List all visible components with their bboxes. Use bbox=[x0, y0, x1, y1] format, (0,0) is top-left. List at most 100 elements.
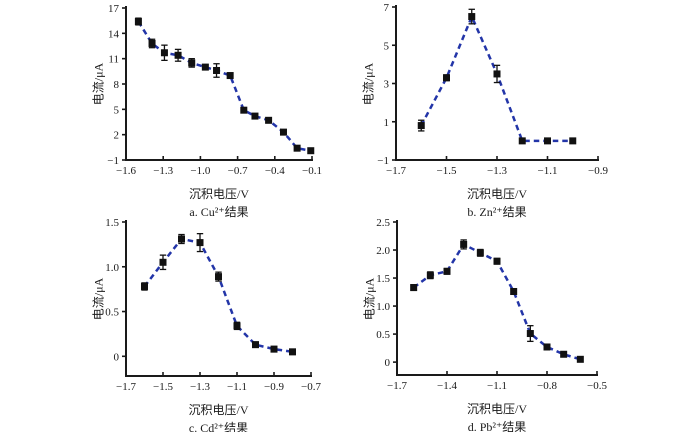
tick-labels: −1.7 −1.5 −1.3 −1.1 −0.9 −0.7 0 0.5 1.0 1.5 bbox=[105, 217, 321, 393]
data-point-marker bbox=[443, 267, 451, 275]
x-tick-label: −1.7 bbox=[116, 381, 136, 393]
y-tick-label: 0.5 bbox=[105, 307, 119, 319]
zn-y-axis-label: 电流/μA bbox=[361, 62, 376, 105]
data-point-marker bbox=[178, 235, 185, 243]
tick-labels: −1.7 −1.5 −1.3 −1.1 −0.9 −1 1 3 5 7 bbox=[377, 2, 608, 177]
data-point-marker bbox=[518, 137, 526, 145]
y-tick-label: −1 bbox=[107, 155, 119, 167]
data-point-marker bbox=[141, 282, 148, 290]
data-point-marker bbox=[569, 137, 577, 145]
data-point-marker bbox=[196, 239, 204, 247]
zn-plot-canvas: −1.7 −1.5 −1.3 −1.1 −0.9 −1 1 3 5 7 bbox=[377, 2, 608, 177]
cd-caption: c. Cd²⁺结果 bbox=[188, 421, 249, 432]
data-point-marker bbox=[493, 257, 501, 265]
cd-plot-canvas: −1.7 −1.5 −1.3 −1.1 −0.9 −0.7 0 0.5 1.0 1.5 bbox=[105, 217, 321, 393]
data-point-marker bbox=[159, 258, 167, 266]
data-point-marker bbox=[417, 122, 425, 130]
axes bbox=[125, 6, 313, 161]
y-tick-label: 1.0 bbox=[376, 301, 390, 313]
data-point-marker bbox=[270, 345, 278, 353]
data-point-marker bbox=[174, 51, 182, 59]
data-point-marker bbox=[476, 249, 484, 257]
y-tick-label: 8 bbox=[114, 79, 120, 91]
data-point-marker bbox=[134, 18, 142, 26]
tick-marks bbox=[393, 221, 598, 375]
data-point-marker bbox=[160, 49, 168, 57]
y-tick-label: 2.0 bbox=[376, 245, 390, 257]
x-tick-label: −0.5 bbox=[587, 380, 607, 392]
data-point-marker bbox=[460, 240, 468, 248]
x-tick-label: −1.7 bbox=[386, 165, 406, 177]
axes bbox=[396, 220, 598, 376]
x-tick-label: −0.7 bbox=[228, 165, 248, 177]
y-tick-label: 1 bbox=[384, 117, 390, 129]
data-point-marker bbox=[468, 13, 476, 21]
y-tick-label: 14 bbox=[108, 28, 120, 40]
y-tick-label: 11 bbox=[108, 54, 119, 66]
data-point-marker bbox=[443, 74, 450, 82]
y-tick-label: 7 bbox=[384, 2, 390, 14]
y-tick-label: 0.5 bbox=[376, 329, 390, 341]
cu-y-axis-label: 电流/μA bbox=[91, 62, 106, 106]
data-point-marker bbox=[289, 348, 296, 356]
data-point-marker bbox=[307, 147, 315, 155]
data-point-marker bbox=[543, 343, 551, 351]
data-point-marker bbox=[251, 112, 259, 120]
cu-plot-canvas: −1.6 −1.3 −1.0 −0.7 −0.4 −0.1 −1 2 5 8 11 14 17 bbox=[107, 3, 322, 177]
cd-x-axis-label: 沉积电压/V bbox=[188, 403, 249, 417]
zn-x-axis-label: 沉积电压/V bbox=[466, 187, 528, 201]
x-tick-label: −1.6 bbox=[116, 165, 136, 177]
cu-x-axis-label: 沉积电压/V bbox=[188, 187, 250, 201]
x-tick-label: −1.4 bbox=[437, 380, 457, 392]
data-points bbox=[141, 235, 296, 356]
x-tick-label: −0.4 bbox=[265, 165, 285, 177]
data-point-marker bbox=[240, 106, 248, 114]
tick-marks bbox=[392, 6, 599, 161]
x-tick-label: −0.1 bbox=[302, 165, 322, 177]
tick-marks bbox=[122, 7, 313, 161]
y-tick-label: 1.5 bbox=[105, 217, 119, 229]
x-tick-label: −1.1 bbox=[538, 165, 558, 177]
chart-panel-cu: −1.6 −1.3 −1.0 −0.7 −0.4 −0.1 −1 2 5 8 11 14 17 电流/μ… bbox=[0, 0, 350, 219]
y-tick-label: 1.5 bbox=[376, 273, 390, 285]
y-tick-label: 5 bbox=[384, 40, 390, 52]
chart-panel-zn: −1.7 −1.5 −1.3 −1.1 −0.9 −1 1 3 5 7 电流/μA 沉积电压/V … bbox=[350, 0, 700, 219]
data-point-marker bbox=[293, 144, 301, 152]
tick-labels: −1.7 −1.4 −1.1 −0.8 −0.5 0 0.5 1.0 1.5 2.0 2.5 bbox=[376, 217, 607, 392]
data-points bbox=[417, 13, 577, 145]
data-point-marker bbox=[265, 116, 273, 124]
y-tick-label: 17 bbox=[108, 3, 120, 15]
y-tick-label: 1.0 bbox=[105, 262, 119, 274]
data-point-marker bbox=[560, 350, 568, 358]
x-tick-label: −1.5 bbox=[153, 381, 173, 393]
data-point-marker bbox=[188, 59, 196, 67]
error-bars bbox=[141, 232, 296, 356]
data-point-marker bbox=[279, 128, 287, 136]
data-points bbox=[134, 18, 315, 155]
pb-y-axis-label: 电流/μA bbox=[362, 277, 377, 320]
data-points bbox=[410, 240, 584, 363]
chart-panel-cd: −1.7 −1.5 −1.3 −1.1 −0.9 −0.7 0 0.5 1.0 1.5 电流/μA… bbox=[0, 216, 350, 432]
x-tick-label: −1.5 bbox=[437, 165, 457, 177]
x-tick-label: −0.7 bbox=[301, 381, 321, 393]
zn-caption: b. Zn²⁺结果 bbox=[467, 205, 527, 219]
data-point-marker bbox=[544, 137, 551, 145]
x-tick-label: −1.7 bbox=[387, 380, 407, 392]
data-point-marker bbox=[426, 271, 434, 279]
tick-marks bbox=[122, 221, 312, 376]
y-tick-label: 2.5 bbox=[376, 217, 390, 229]
x-tick-label: −1.3 bbox=[153, 165, 173, 177]
cd-y-axis-label: 电流/μA bbox=[91, 277, 106, 321]
data-point-marker bbox=[201, 63, 209, 71]
y-tick-label: −1 bbox=[377, 155, 389, 167]
pb-x-axis-label: 沉积电压/V bbox=[466, 402, 528, 416]
x-tick-label: −0.9 bbox=[588, 165, 608, 177]
x-tick-label: −0.9 bbox=[264, 381, 284, 393]
y-tick-label: 5 bbox=[114, 104, 120, 116]
x-tick-label: −1.3 bbox=[190, 381, 210, 393]
data-point-marker bbox=[526, 330, 534, 338]
data-point-marker bbox=[213, 66, 221, 74]
x-tick-label: −1.3 bbox=[487, 165, 507, 177]
data-point-marker bbox=[233, 322, 241, 330]
x-tick-label: −1.0 bbox=[190, 165, 210, 177]
